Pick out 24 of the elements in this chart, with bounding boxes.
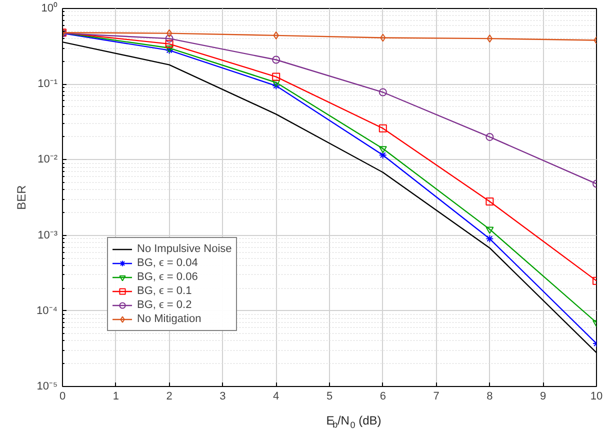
y-tick-label: 10⁻³ [38,229,58,242]
legend-label: No Impulsive Noise [137,242,232,256]
legend-label: BG, ϵ = 0.1 [137,284,192,298]
x-tick-label: 10 [590,390,603,402]
legend-label: BG, ϵ = 0.04 [137,256,198,270]
y-tick-label: 10⁰ [41,2,58,14]
x-tick-label: 6 [380,390,386,402]
legend-label: No Mitigation [137,312,202,326]
y-tick-label: 10⁻¹ [38,78,58,90]
legend-label: BG, ϵ = 0.06 [137,270,198,284]
y-tick-label: 10⁻⁵ [36,380,58,392]
y-tick-label: 10⁻² [38,154,58,166]
x-tick-label: 4 [273,390,280,402]
x-tick-label: 7 [433,390,440,402]
y-tick-label: 10⁻⁴ [36,304,58,317]
x-tick-label: 1 [112,390,119,402]
x-tick-label: 5 [326,390,333,402]
x-tick-label: 8 [486,390,493,402]
x-tick-label: 9 [540,390,546,402]
x-tick-label: 3 [220,390,226,402]
y-axis-title: BER [14,184,29,210]
x-tick-label: 2 [166,390,172,402]
legend-label: BG, ϵ = 0.2 [137,298,192,312]
x-tick-label: 0 [59,390,66,402]
